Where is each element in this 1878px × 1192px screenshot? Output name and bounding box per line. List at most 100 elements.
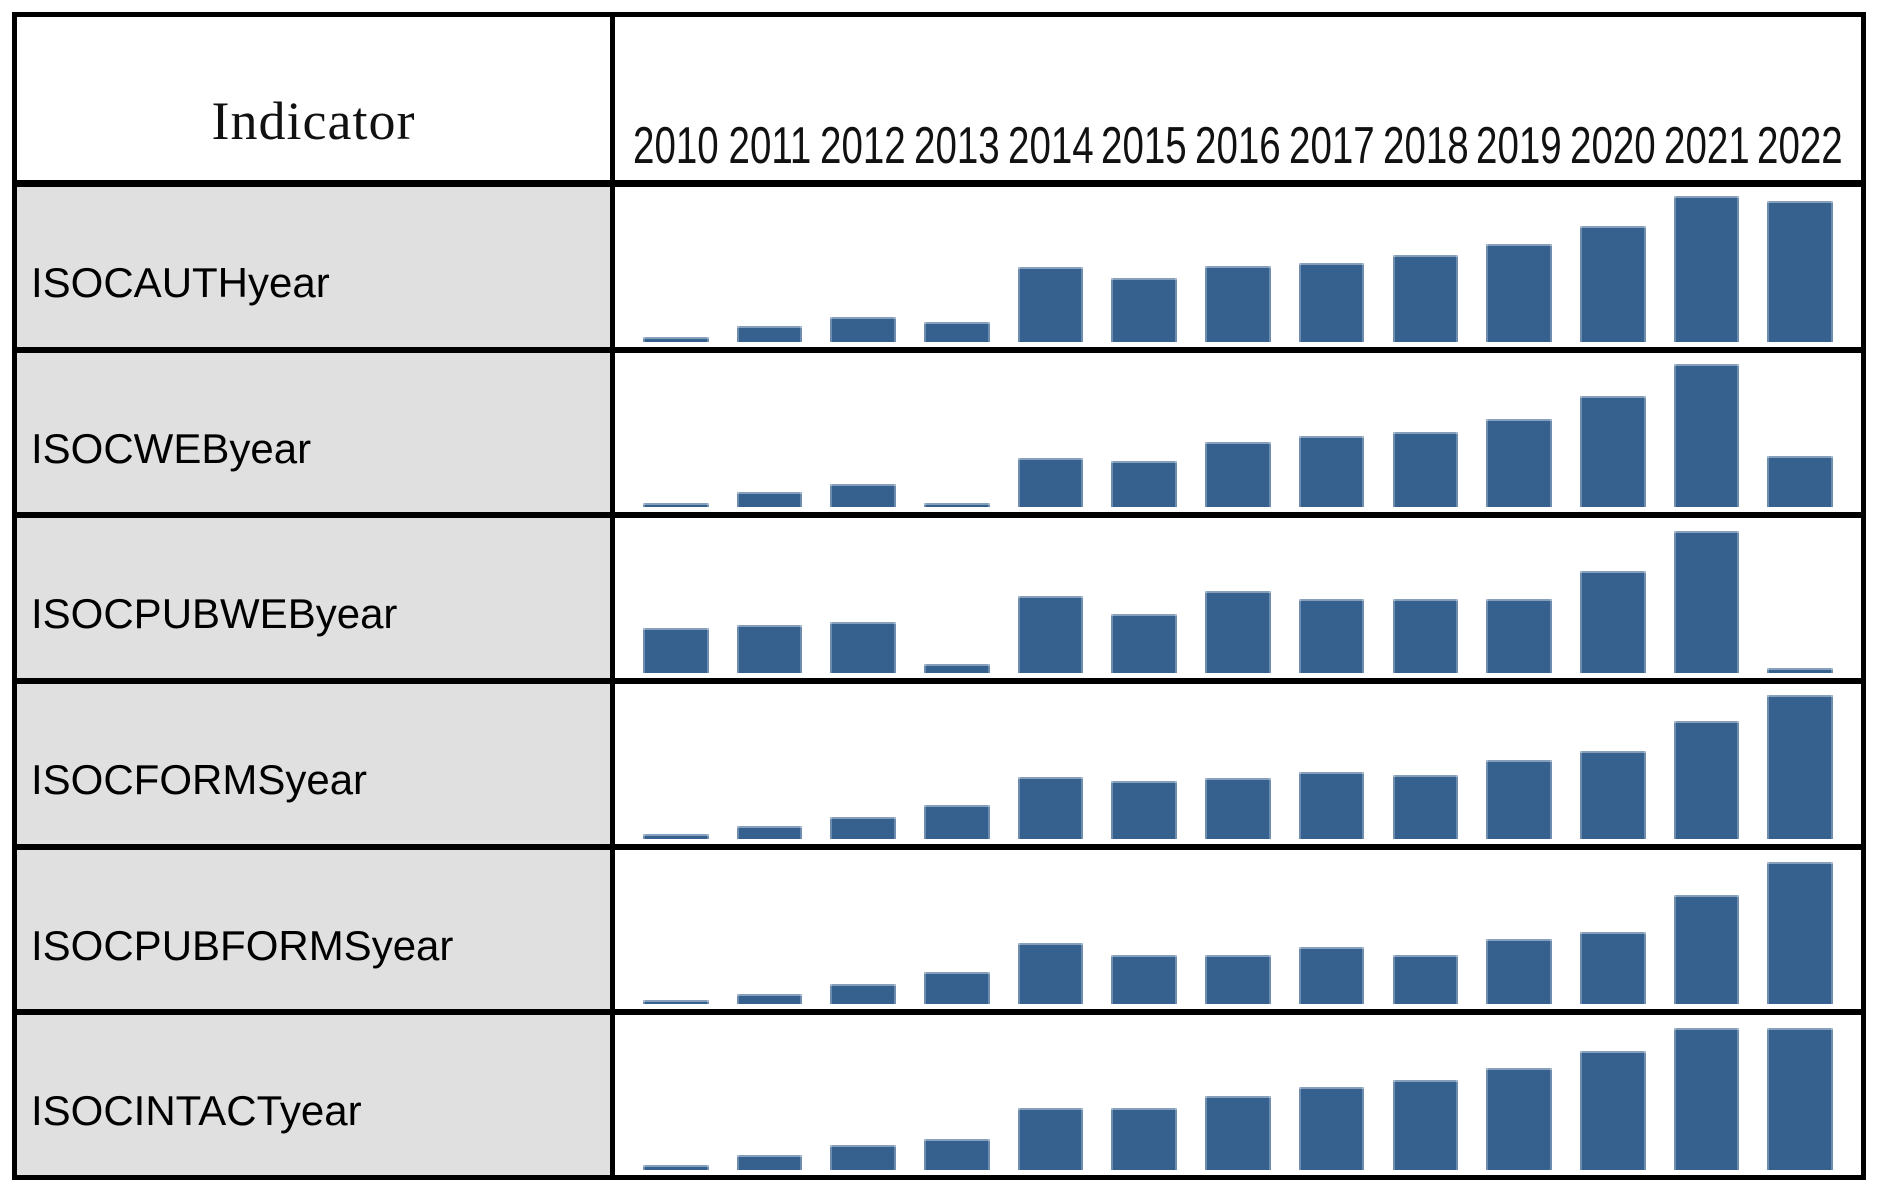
bar-slot [1285, 1015, 1379, 1171]
row-bar-chart [615, 352, 1861, 513]
chart-bar [643, 999, 709, 1005]
chart-bar [1486, 419, 1552, 508]
bar-slot [816, 1015, 910, 1171]
chart-bar [830, 1145, 896, 1171]
indicator-sparkline-table: Indicator 2010 2011 2012 2013 2014 2015 … [12, 12, 1866, 1180]
chart-bar [1673, 196, 1740, 342]
bar-slot [1660, 353, 1754, 508]
bar-slot [1472, 187, 1566, 342]
chart-bar [1392, 775, 1459, 839]
chart-bar [924, 663, 990, 674]
bar-slot [1285, 684, 1379, 839]
chart-bar [1111, 954, 1178, 1005]
table-row: ISOCPUBFORMSyear [17, 849, 1861, 1016]
bar-slot [1753, 187, 1847, 342]
indicator-name-label: ISOCFORMSyear [31, 755, 368, 803]
bar-slot [1097, 684, 1191, 839]
table-row: ISOCAUTHyear [17, 187, 1861, 353]
chart-bar [1111, 781, 1178, 839]
bar-slot [1191, 1015, 1285, 1171]
bar-slot [1191, 518, 1285, 674]
bar-slot [723, 353, 817, 508]
year-label: 2013 [914, 117, 1000, 176]
chart-bar [830, 316, 896, 342]
indicator-name-label: ISOCPUBFORMSyear [31, 921, 454, 969]
row-bar-chart [615, 1015, 1861, 1176]
bar-slot [1285, 353, 1379, 508]
chart-bar [1205, 265, 1271, 342]
chart-bar [1298, 1086, 1365, 1171]
chart-bar [1579, 1050, 1646, 1171]
year-slot: 2016 [1191, 17, 1285, 174]
row-bar-chart [615, 187, 1861, 347]
bar-slot [1004, 187, 1098, 342]
chart-bar [924, 321, 990, 342]
chart-bar [1298, 262, 1365, 342]
chart-bar [1579, 395, 1646, 508]
chart-bar [1486, 244, 1552, 342]
bar-slot [1753, 684, 1847, 839]
chart-bar [1392, 431, 1459, 508]
bar-slot [1285, 850, 1379, 1005]
bar-slot [1004, 684, 1098, 839]
row-label-cell: ISOCFORMSyear [17, 684, 615, 844]
bar-slot [1472, 353, 1566, 508]
bar-slot [629, 187, 723, 342]
chart-bar [1579, 225, 1646, 342]
chart-bar [736, 1154, 803, 1171]
bar-slot [629, 518, 723, 674]
chart-bar [1486, 1067, 1552, 1171]
chart-bar [924, 804, 990, 839]
chart-bar [1111, 460, 1178, 508]
bar-slot [1191, 684, 1285, 839]
bar-slot [1660, 684, 1754, 839]
bar-slot [1379, 518, 1473, 674]
chart-bar [1298, 947, 1365, 1005]
bar-slot [1379, 684, 1473, 839]
indicator-name-label: ISOCINTACTyear [31, 1087, 362, 1135]
chart-bar [736, 826, 803, 839]
bar-slot [1285, 187, 1379, 342]
bar-slot [816, 850, 910, 1005]
indicator-name-label: ISOCPUBWEByear [31, 590, 398, 638]
chart-bar [924, 502, 990, 508]
chart-bar [1392, 954, 1459, 1005]
bar-slot [816, 518, 910, 674]
year-slot: 2010 [629, 17, 723, 174]
table-row: ISOCINTACTyear [17, 1015, 1861, 1176]
year-slot: 2014 [1004, 17, 1098, 174]
chart-bar [1205, 591, 1271, 674]
chart-bar [1673, 721, 1740, 839]
year-slot: 2012 [816, 17, 910, 174]
year-label: 2015 [1101, 117, 1188, 176]
bar-slot [910, 353, 1004, 508]
bar-slot [1097, 850, 1191, 1005]
bar-slot [816, 353, 910, 508]
bar-slot [629, 850, 723, 1005]
row-label-cell: ISOCAUTHyear [17, 187, 615, 347]
bar-slot [1004, 518, 1098, 674]
bar-slot [910, 684, 1004, 839]
chart-bar [1579, 750, 1646, 839]
year-label: 2022 [1757, 117, 1843, 176]
row-bar-chart [615, 849, 1861, 1010]
chart-bar [1017, 267, 1084, 342]
bar-slot [816, 684, 910, 839]
chart-bar [736, 625, 803, 674]
chart-bar [643, 337, 709, 342]
chart-bar [1486, 598, 1552, 674]
bar-slot [1004, 1015, 1098, 1171]
chart-bar [736, 491, 803, 508]
bar-slot [1191, 850, 1285, 1005]
year-slot: 2017 [1285, 17, 1379, 174]
bar-slot [723, 518, 817, 674]
chart-bar [1673, 530, 1740, 674]
year-slot: 2013 [910, 17, 1004, 174]
bar-slot [1004, 850, 1098, 1005]
year-slot: 2018 [1379, 17, 1473, 174]
chart-bar [1673, 1027, 1740, 1171]
bar-slot [1004, 353, 1098, 508]
bar-slot [1472, 1015, 1566, 1171]
table-row: ISOCFORMSyear [17, 684, 1861, 850]
year-label: 2017 [1288, 117, 1375, 176]
